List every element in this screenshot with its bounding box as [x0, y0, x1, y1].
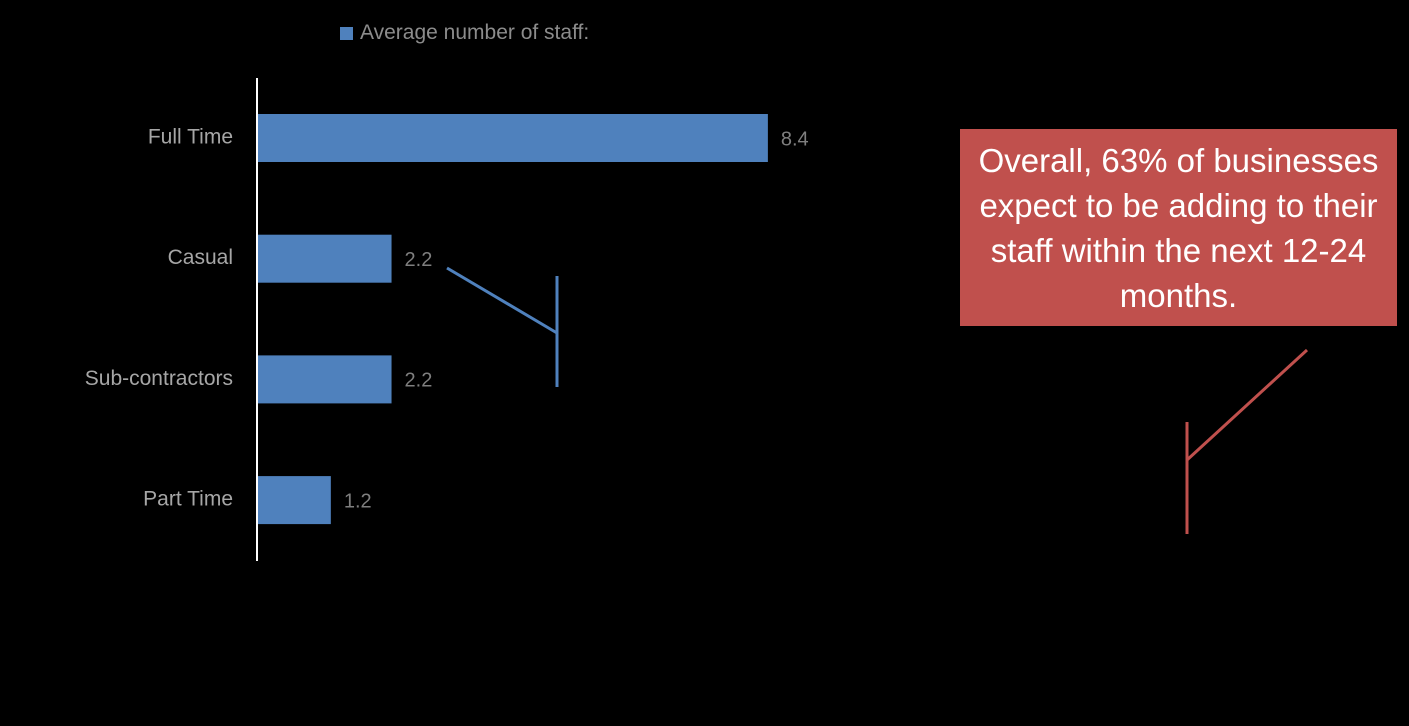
bar-casual: [258, 234, 392, 283]
red-marker-decoration: [1185, 348, 1309, 534]
data-label: 2.2: [405, 249, 433, 271]
labels-group: Full Time 8.4 Casual 2.2 Sub-contractors 2.2 P…: [85, 126, 809, 513]
data-label: 1.2: [344, 490, 372, 512]
bar-part-time: [258, 476, 331, 525]
category-label: Part Time: [143, 488, 233, 511]
data-label: 2.2: [405, 370, 433, 392]
callout-text: Overall, 63% of businesses expect to be …: [978, 141, 1379, 314]
data-label: 8.4: [781, 128, 809, 150]
callout-box: Overall, 63% of businesses expect to be …: [960, 129, 1397, 326]
red-marker-diagonal: [1185, 348, 1309, 462]
bar-sub-contractors: [258, 355, 392, 404]
category-label: Full Time: [148, 126, 233, 149]
legend-label: Average number of staff:: [360, 21, 590, 44]
bars-group: [258, 114, 768, 525]
blue-marker-decoration: [446, 266, 559, 387]
legend-swatch: [340, 26, 353, 40]
category-label: Sub-contractors: [85, 367, 233, 390]
bar-full-time: [258, 114, 768, 162]
category-label: Casual: [168, 246, 233, 269]
blue-marker-diagonal: [446, 266, 558, 335]
legend: Average number of staff:: [340, 20, 589, 46]
